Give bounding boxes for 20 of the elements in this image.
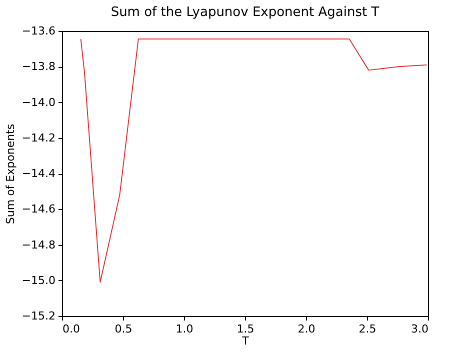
y-axis-title: Sum of Exponents bbox=[4, 124, 17, 224]
line-series bbox=[80, 38, 428, 283]
x-tick-label: 2.0 bbox=[298, 322, 316, 336]
x-tick-label: 2.5 bbox=[358, 322, 376, 336]
chart-title: Sum of the Lyapunov Exponent Against T bbox=[110, 5, 380, 20]
y-tick-label: −13.6 bbox=[22, 24, 56, 38]
x-tick-label: 0.5 bbox=[114, 322, 132, 336]
y-tick-label: −14.0 bbox=[22, 96, 56, 109]
y-tick-label: −15.2 bbox=[22, 310, 56, 322]
x-tick-label: 0.0 bbox=[62, 322, 80, 336]
y-tick-label: −13.8 bbox=[22, 60, 56, 74]
x-tick-label: 3.0 bbox=[411, 322, 428, 336]
y-tick-label: −14.6 bbox=[22, 202, 56, 216]
y-tick-label: −14.2 bbox=[22, 131, 56, 144]
x-tick-label: 1.5 bbox=[236, 322, 254, 336]
x-tick-label: 1.0 bbox=[176, 322, 194, 336]
y-tick-label: −15.0 bbox=[22, 274, 56, 287]
y-tick-label: −14.8 bbox=[22, 238, 56, 252]
x-axis-title: T bbox=[241, 334, 250, 348]
y-tick-label: −14.4 bbox=[22, 167, 56, 180]
